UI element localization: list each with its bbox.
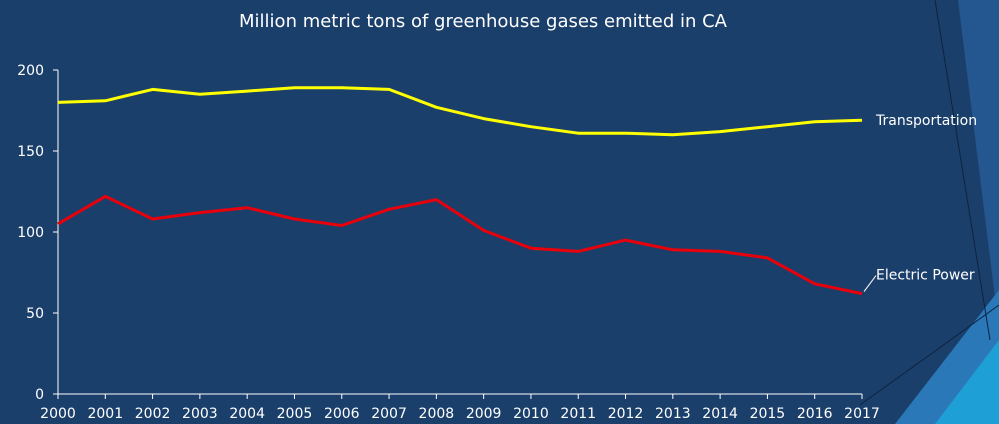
series-labels: Transportation Electric Power [863,113,977,292]
x-tick-label: 2013 [655,406,691,422]
y-tick-label: 0 [35,387,44,403]
x-tick-label: 2015 [750,406,786,422]
series-label-electric-power: Electric Power [876,268,975,284]
y-tick-label: 200 [17,63,44,79]
series-label-leader [863,275,877,292]
x-tick-label: 2011 [560,406,596,422]
x-tick-label: 2010 [513,406,549,422]
y-tick-label: 100 [17,225,44,241]
bg-accent-top [958,0,999,330]
x-tick-label: 2016 [797,406,833,422]
series-line-transportation [57,86,863,137]
x-tick-label: 2012 [608,406,644,422]
x-tick-label: 2009 [466,406,502,422]
series-label-transportation: Transportation [875,113,977,129]
chart-title: Million metric tons of greenhouse gases … [239,11,728,32]
x-tick-label: 2017 [844,406,880,422]
x-tick-label: 2001 [87,406,123,422]
y-tick-label: 50 [26,306,44,322]
x-axis: 2000 2001 2002 2003 2004 2005 2006 2007 2008 2009… [40,393,880,422]
x-tick-label: 2005 [277,406,313,422]
background-decoration [859,0,999,424]
x-tick-label: 2006 [324,406,360,422]
y-axis: 0 50 100 150 200 [17,63,59,403]
x-tick-label: 2002 [135,406,171,422]
x-tick-label: 2004 [229,406,265,422]
bg-thin-line [934,0,991,341]
x-tick-label: 2000 [40,406,76,422]
x-tick-label: 2008 [419,406,455,422]
x-tick-label: 2007 [371,406,407,422]
bg-accent-bottom-bright [935,340,999,424]
x-tick-label: 2014 [702,406,738,422]
series-line-electric-power [57,194,863,296]
x-tick-label: 2003 [182,406,218,422]
bg-thin-line-2 [859,304,999,406]
series-lines [57,86,863,296]
y-tick-label: 150 [17,144,44,160]
